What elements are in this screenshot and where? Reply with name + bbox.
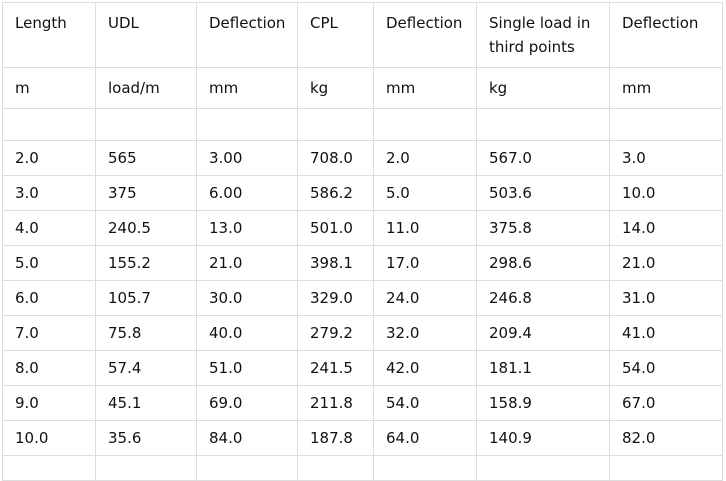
table-cell: 329.0 [297,280,374,316]
spacer-row [2,108,723,141]
unit-cell: kg [297,67,374,109]
table-cell: 8.0 [2,350,96,386]
table-cell: 9.0 [2,385,96,421]
header-row: Length UDL Deflection CPL Deflection Sin… [2,2,723,68]
table-cell: 54.0 [373,385,477,421]
table-cell: 158.9 [476,385,610,421]
table-cell: 2.0 [2,140,96,176]
table-cell: 586.2 [297,175,374,211]
table-cell: 24.0 [373,280,477,316]
table-row: 4.0 240.5 13.0 501.0 11.0 375.8 14.0 [2,210,723,246]
table-cell: 708.0 [297,140,374,176]
unit-cell: kg [476,67,610,109]
empty-cell [373,108,477,141]
table-cell: 209.4 [476,315,610,351]
table-cell: 21.0 [609,245,723,281]
table-cell: 187.8 [297,420,374,456]
table-cell: 398.1 [297,245,374,281]
table-cell: 155.2 [95,245,197,281]
table-cell: 75.8 [95,315,197,351]
table-row: 3.0 375 6.00 586.2 5.0 503.6 10.0 [2,175,723,211]
table-cell: 13.0 [196,210,298,246]
table-cell: 84.0 [196,420,298,456]
empty-cell [196,108,298,141]
empty-cell [297,108,374,141]
table-cell: 5.0 [373,175,477,211]
header-cell-length: Length [2,2,96,68]
table-cell: 64.0 [373,420,477,456]
table-cell: 11.0 [373,210,477,246]
table-cell: 3.0 [2,175,96,211]
table-cell: 279.2 [297,315,374,351]
header-cell-cpl-deflection: Deflection [373,2,477,68]
table-row: 9.0 45.1 69.0 211.8 54.0 158.9 67.0 [2,385,723,421]
table-row: 10.0 35.6 84.0 187.8 64.0 140.9 82.0 [2,420,723,456]
table-cell: 54.0 [609,350,723,386]
table-cell: 140.9 [476,420,610,456]
table-cell: 503.6 [476,175,610,211]
unit-cell: m [2,67,96,109]
header-cell-udl: UDL [95,2,197,68]
empty-cell [2,108,96,141]
table-cell: 6.00 [196,175,298,211]
table-cell: 67.0 [609,385,723,421]
header-cell-cpl: CPL [297,2,374,68]
empty-cell [476,108,610,141]
unit-cell: mm [196,67,298,109]
table-cell: 375 [95,175,197,211]
table-cell: 10.0 [609,175,723,211]
header-cell-udl-deflection: Deflection [196,2,298,68]
table-cell: 42.0 [373,350,477,386]
table-cell: 17.0 [373,245,477,281]
table-row: 8.0 57.4 51.0 241.5 42.0 181.1 54.0 [2,350,723,386]
unit-cell: load/m [95,67,197,109]
table-cell: 246.8 [476,280,610,316]
table-cell: 2.0 [373,140,477,176]
table-cell: 211.8 [297,385,374,421]
table-cell: 105.7 [95,280,197,316]
empty-cell [609,108,723,141]
table-cell: 3.00 [196,140,298,176]
empty-cell [95,108,197,141]
table-cell: 5.0 [2,245,96,281]
table-cell: 32.0 [373,315,477,351]
table-row: 7.0 75.8 40.0 279.2 32.0 209.4 41.0 [2,315,723,351]
table-row: 6.0 105.7 30.0 329.0 24.0 246.8 31.0 [2,280,723,316]
table-cell: 21.0 [196,245,298,281]
units-row: m load/m mm kg mm kg mm [2,67,723,109]
table-cell: 31.0 [609,280,723,316]
table-cell: 240.5 [95,210,197,246]
table-cell: 14.0 [609,210,723,246]
table-cell: 4.0 [2,210,96,246]
table-cell: 10.0 [2,420,96,456]
table-cell: 565 [95,140,197,176]
header-cell-third-point-deflection: Deflection [609,2,723,68]
table-cell: 35.6 [95,420,197,456]
header-cell-third-point-load: Single load in third points [476,2,610,68]
table-cell: 501.0 [297,210,374,246]
table-cell: 181.1 [476,350,610,386]
table-row: 5.0 155.2 21.0 398.1 17.0 298.6 21.0 [2,245,723,281]
table-cell: 375.8 [476,210,610,246]
table-cell: 241.5 [297,350,374,386]
table-row: 2.0 565 3.00 708.0 2.0 567.0 3.0 [2,140,723,176]
table-cell: 45.1 [95,385,197,421]
table-cell: 51.0 [196,350,298,386]
unit-cell: mm [609,67,723,109]
table-cell: 3.0 [609,140,723,176]
table-cell: 82.0 [609,420,723,456]
table-cell: 298.6 [476,245,610,281]
table-cell: 6.0 [2,280,96,316]
table-cell: 57.4 [95,350,197,386]
table-cell: 7.0 [2,315,96,351]
table-cell: 40.0 [196,315,298,351]
table-cell: 567.0 [476,140,610,176]
unit-cell: mm [373,67,477,109]
table-cell: 69.0 [196,385,298,421]
table-cell: 41.0 [609,315,723,351]
table-cell: 30.0 [196,280,298,316]
